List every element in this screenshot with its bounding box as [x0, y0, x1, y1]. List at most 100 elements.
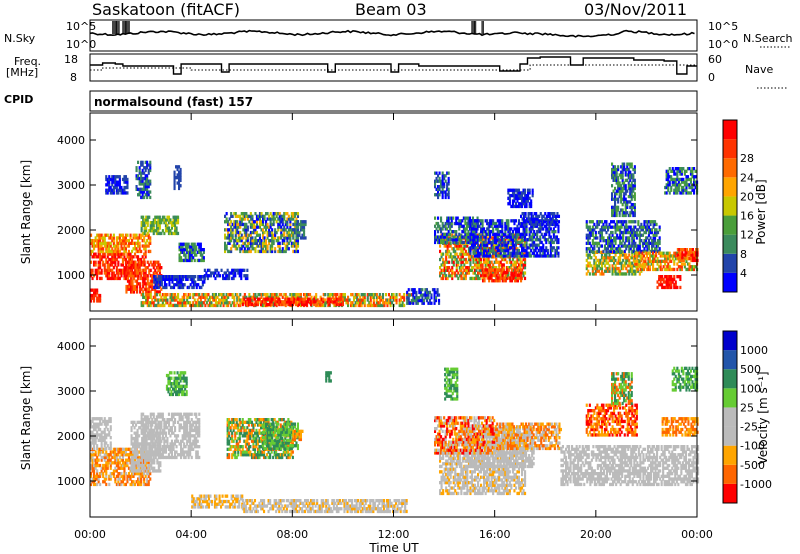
range-cell	[199, 253, 202, 257]
range-cell	[277, 225, 280, 229]
range-cell	[142, 295, 145, 299]
range-cell	[180, 303, 183, 308]
range-cell	[452, 216, 455, 220]
range-cell	[495, 268, 498, 272]
range-cell	[173, 277, 176, 281]
range-cell	[274, 293, 277, 297]
range-cell	[124, 177, 128, 182]
range-cell	[149, 260, 152, 264]
range-cell	[269, 222, 272, 227]
range-cell	[149, 241, 152, 245]
range-cell	[143, 295, 146, 299]
range-cell	[295, 222, 298, 227]
range-cell	[251, 230, 254, 235]
range-cell	[140, 187, 143, 191]
range-cell	[146, 266, 149, 270]
range-cell	[252, 295, 256, 299]
range-cell	[186, 301, 189, 305]
range-cell	[337, 302, 340, 307]
range-cell	[158, 290, 161, 294]
range-cell	[255, 241, 259, 245]
range-cell	[446, 247, 449, 251]
range-cell	[502, 268, 505, 272]
range-cell	[144, 252, 147, 256]
range-cell	[296, 212, 300, 216]
range-cell	[99, 260, 102, 264]
range-cell	[140, 223, 143, 227]
range-cell	[181, 301, 184, 305]
range-cell	[260, 247, 263, 251]
range-cell	[108, 249, 111, 254]
range-cell	[233, 212, 236, 216]
range-cell	[445, 257, 448, 262]
range-cell	[198, 245, 201, 249]
range-cell	[112, 252, 115, 256]
range-cell	[464, 268, 467, 272]
range-cell	[196, 303, 199, 308]
range-cell	[127, 257, 131, 262]
range-cell	[475, 263, 478, 267]
range-cell	[520, 268, 523, 272]
range-cell	[232, 276, 235, 281]
range-cell	[141, 163, 144, 167]
range-cell	[251, 244, 254, 248]
range-cell	[253, 302, 257, 307]
range-cell	[195, 303, 198, 308]
range-cell	[239, 220, 242, 224]
range-cell	[97, 252, 100, 256]
range-cell	[449, 274, 452, 278]
range-cell	[146, 298, 149, 302]
range-cell	[131, 255, 134, 259]
range-cell	[287, 236, 290, 240]
range-cell	[289, 239, 292, 243]
range-cell	[469, 260, 472, 264]
range-cell	[169, 218, 172, 222]
range-cell	[281, 228, 284, 232]
range-cell	[304, 300, 307, 304]
range-cell	[611, 230, 614, 235]
range-cell	[254, 293, 257, 297]
range-cell	[144, 166, 147, 170]
range-cell	[184, 258, 187, 263]
range-cell	[106, 268, 109, 272]
range-cell	[231, 233, 234, 237]
range-cell	[514, 219, 518, 223]
range-cell	[111, 249, 114, 254]
range-cell	[143, 282, 146, 286]
range-cell	[266, 222, 269, 227]
range-cell	[248, 220, 251, 224]
range-cell	[387, 301, 391, 305]
range-cell	[224, 236, 227, 240]
range-cell	[172, 231, 175, 236]
range-cell	[198, 277, 201, 281]
range-cell	[124, 249, 128, 254]
range-cell	[203, 274, 206, 278]
range-cell	[286, 247, 289, 251]
range-cell	[161, 298, 164, 302]
range-cell	[121, 247, 125, 251]
range-cell	[278, 220, 281, 224]
range-cell	[201, 303, 204, 308]
range-cell	[449, 244, 452, 248]
range-cell	[131, 257, 134, 262]
range-cell	[492, 268, 495, 272]
range-cell	[490, 260, 493, 264]
range-cell	[230, 247, 233, 251]
range-cell	[108, 276, 111, 281]
range-cell	[134, 252, 137, 256]
range-cell	[143, 182, 146, 186]
range-cell	[108, 241, 111, 245]
range-cell	[272, 301, 275, 305]
range-cell	[271, 214, 274, 218]
range-cell	[369, 295, 372, 299]
range-cell	[236, 214, 239, 218]
range-cell	[258, 293, 262, 297]
range-cell	[208, 301, 212, 305]
range-cell	[149, 163, 152, 167]
range-cell	[133, 274, 136, 278]
range-cell	[469, 268, 472, 272]
range-cell	[272, 239, 275, 243]
range-cell	[126, 276, 130, 281]
range-cell	[495, 273, 498, 277]
range-cell	[252, 247, 256, 251]
